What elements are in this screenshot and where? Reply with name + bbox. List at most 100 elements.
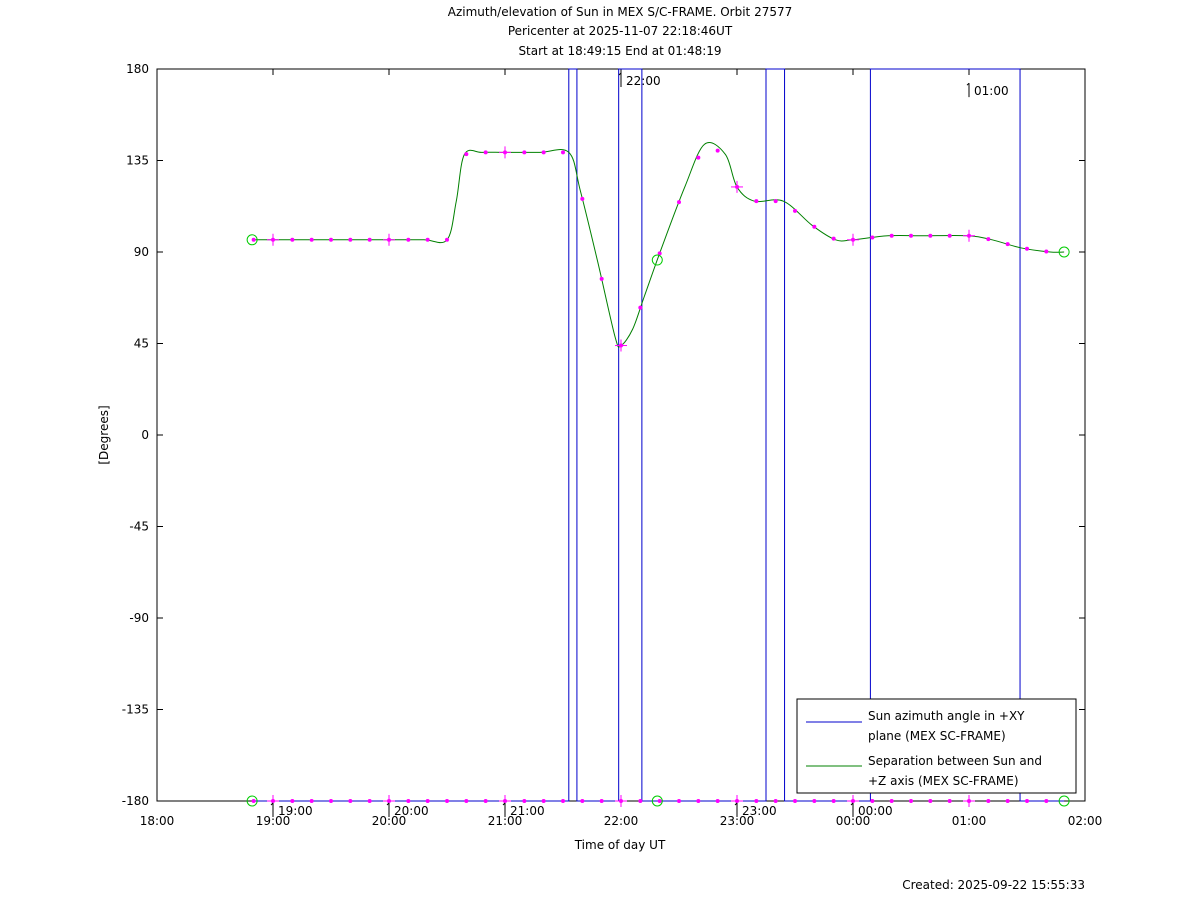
annotation-label: 19:00 — [278, 804, 313, 818]
separation-marker — [599, 276, 604, 281]
annotation-arrow — [386, 802, 390, 806]
annotation-arrow — [270, 802, 274, 806]
y-tick-label: -90 — [129, 611, 149, 625]
azimuth-marker — [348, 799, 353, 803]
event-circle-marker — [651, 795, 663, 807]
event-circle-marker — [651, 254, 663, 266]
separation-marker — [483, 150, 488, 155]
azimuth-marker — [580, 799, 585, 803]
azimuth-marker — [1005, 799, 1010, 803]
azimuth-marker — [599, 799, 604, 803]
azimuth-marker — [290, 799, 295, 803]
annotation-label: 21:00 — [510, 804, 545, 818]
legend-box — [796, 698, 1077, 794]
separation-marker — [793, 208, 797, 213]
separation-marker — [406, 237, 411, 242]
y-tick-label: 135 — [126, 154, 149, 168]
separation-marker — [1044, 249, 1049, 254]
azimuth-marker — [425, 799, 430, 803]
separation-marker — [290, 237, 295, 242]
azimuth-marker — [677, 799, 681, 803]
separation-marker — [657, 251, 662, 256]
x-tick-label: 23:00 — [720, 814, 755, 828]
azimuth-marker — [947, 799, 952, 803]
chart-title-line-2: Pericenter at 2025-11-07 22:18:46UT — [508, 24, 733, 38]
separation-marker — [889, 233, 894, 238]
separation-marker — [251, 237, 256, 242]
separation-marker — [715, 148, 720, 153]
x-tick-label: 22:00 — [604, 814, 639, 828]
legend-label-separation-line-2: +Z axis (MEX SC-FRAME) — [868, 774, 1019, 788]
azimuth-marker — [870, 799, 875, 803]
annotation-arrow — [734, 802, 738, 806]
azimuth-marker — [309, 799, 314, 803]
legend: Sun azimuth angle in +XY plane (MEX SC-F… — [796, 698, 1077, 794]
event-circle-marker — [246, 234, 258, 246]
annotation-label: 23:00 — [742, 804, 777, 818]
azimuth-marker — [715, 799, 720, 803]
azimuth-marker — [657, 799, 662, 803]
separation-marker — [348, 237, 353, 242]
azimuth-marker — [464, 799, 469, 803]
azimuth-marker — [445, 799, 449, 803]
separation-marker — [445, 237, 449, 242]
separation-marker — [870, 235, 875, 240]
azimuth-marker — [406, 799, 411, 803]
event-circle-marker — [246, 795, 258, 807]
separation-marker — [773, 199, 778, 204]
azimuth-marker — [1025, 799, 1029, 803]
y-tick-label: -135 — [122, 703, 149, 717]
separation-marker — [986, 237, 991, 242]
annotation-arrow — [850, 802, 854, 806]
separation-marker — [947, 233, 952, 238]
annotation-label: 00:00 — [858, 804, 893, 818]
x-tick-label: 20:00 — [372, 814, 407, 828]
separation-marker — [812, 224, 817, 229]
created-timestamp: Created: 2025-09-22 15:55:33 — [902, 878, 1085, 892]
separation-marker — [1005, 242, 1010, 247]
separation-marker — [928, 233, 933, 238]
y-tick-label: 0 — [141, 428, 149, 442]
separation-marker — [309, 237, 314, 242]
series-layer — [252, 68, 1065, 802]
x-tick-label: 19:00 — [256, 814, 291, 828]
y-tick-label: 45 — [134, 337, 149, 351]
annotation-arrow — [966, 82, 970, 86]
x-axis-label: Time of day UT — [574, 838, 666, 852]
azimuth-marker — [541, 799, 546, 803]
azimuth-marker — [696, 799, 701, 803]
annotation-label: 01:00 — [974, 84, 1009, 98]
separation-marker — [522, 150, 527, 155]
x-axis: 18:00 19:00 20:00 21:00 22:00 23:00 00:00 01:00… — [140, 69, 1102, 828]
plot-frame — [156, 68, 1086, 802]
azimuth-marker — [986, 799, 991, 803]
separation-marker — [696, 155, 701, 160]
x-tick-label: 00:00 — [836, 814, 871, 828]
y-tick-label: 90 — [134, 245, 149, 259]
legend-label-separation-line-1: Separation between Sun and — [868, 754, 1042, 768]
chart-title-line-3: Start at 18:49:15 End at 01:48:19 — [518, 44, 721, 58]
y-tick-label: -45 — [129, 520, 149, 534]
azimuth-marker — [522, 799, 527, 803]
annotation-arrow — [618, 72, 622, 76]
event-circle-marker — [1058, 795, 1070, 807]
separation-marker — [754, 199, 759, 204]
separation-marker — [561, 150, 565, 155]
separation-marker — [677, 200, 681, 205]
y-axis: 180 135 90 45 0 -45 -90 -135 -180 — [122, 62, 1085, 808]
azimuth-marker — [928, 799, 933, 803]
marker-layer — [246, 146, 1070, 807]
azimuth-marker — [909, 799, 913, 803]
series-line-separation — [252, 142, 1065, 348]
annotation-label: 20:00 — [394, 804, 429, 818]
azimuth-marker — [1044, 799, 1049, 803]
separation-marker — [909, 233, 913, 238]
y-axis-label: [Degrees] — [97, 405, 111, 464]
annotation-layer: 19:00 20:00 21:00 22:00 23:00 00:00 01:00 — [270, 72, 1009, 818]
y-tick-label: 180 — [126, 62, 149, 76]
separation-marker — [580, 196, 585, 201]
azimuth-marker — [889, 799, 894, 803]
legend-label-azimuth-line-2: plane (MEX SC-FRAME) — [868, 729, 1006, 743]
azimuth-marker — [367, 799, 372, 803]
